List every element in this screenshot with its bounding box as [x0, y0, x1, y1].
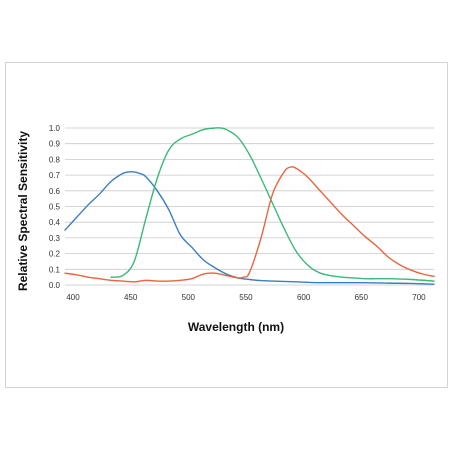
y-tick-label: 1.0 — [49, 124, 61, 133]
x-axis-title: Wavelength (nm) — [188, 320, 284, 334]
y-tick-label: 0.1 — [49, 265, 61, 274]
x-tick-label: 700 — [412, 293, 426, 302]
y-tick-label: 0.7 — [49, 171, 61, 180]
series-layer — [64, 127, 435, 285]
y-tick-label: 0.0 — [49, 281, 61, 290]
x-tick-label: 650 — [355, 293, 369, 302]
y-axis-title: Relative Spectral Sensitivity — [16, 131, 30, 291]
y-tick-label: 0.5 — [49, 203, 61, 212]
y-tick-label: 0.6 — [49, 187, 61, 196]
tick-labels: 0.0 0.1 0.2 0.3 0.4 0.5 0.6 0.7 0.8 0.9 1.0 400 450 5… — [49, 124, 426, 302]
series-line-2 — [110, 127, 435, 282]
y-tick-label: 0.2 — [49, 250, 61, 259]
y-tick-label: 0.4 — [49, 218, 61, 227]
chart-frame — [5, 62, 448, 388]
grid-lines — [65, 127, 434, 286]
x-tick-label: 600 — [297, 293, 311, 302]
x-tick-label: 400 — [66, 293, 80, 302]
y-tick-label: 0.9 — [49, 140, 61, 149]
x-tick-label: 550 — [239, 293, 253, 302]
series-line-3 — [64, 166, 435, 283]
series-line-1 — [64, 171, 435, 285]
y-tick-label: 0.8 — [49, 155, 61, 164]
x-tick-label: 450 — [124, 293, 138, 302]
y-tick-label: 0.3 — [49, 234, 61, 243]
x-tick-label: 500 — [182, 293, 196, 302]
